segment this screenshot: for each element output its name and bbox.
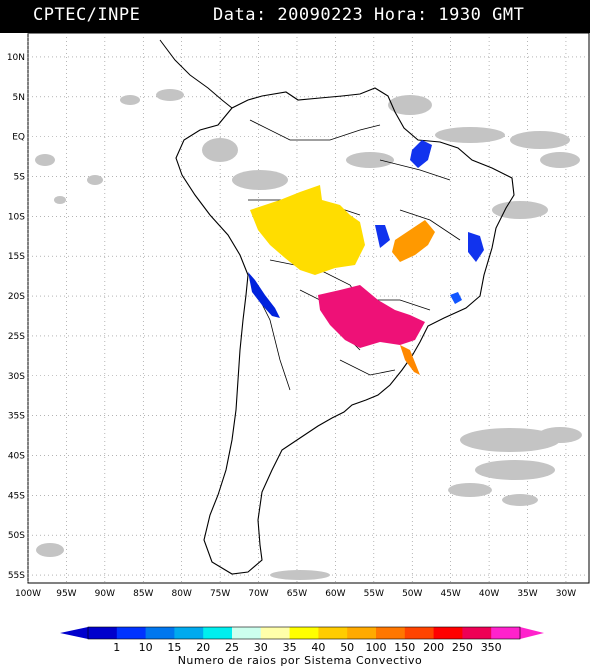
lon-tick-label: 95W: [56, 589, 76, 599]
colorbar-segment: [462, 627, 492, 639]
lon-tick-label: 100W: [15, 589, 41, 599]
colorbar-segment: [116, 627, 147, 639]
colorbar-segment: [318, 627, 348, 639]
lon-tick-label: 30W: [556, 589, 576, 599]
lon-tick-label: 70W: [248, 589, 268, 599]
lat-tick-label: 20S: [8, 292, 25, 302]
lon-tick-label: 75W: [210, 589, 230, 599]
source-label: CPTEC/INPE: [33, 5, 141, 25]
colorbar-labels: 1 10 15 20 25 30 35 40 50 100 150 200 250 350: [113, 641, 501, 654]
colorbar-tick-label: 10: [139, 641, 153, 654]
title-bar: CPTEC/INPE Data: 20090223 Hora: 1930 GMT: [0, 0, 590, 33]
lat-tick-label: 5N: [13, 93, 25, 103]
colorbar-segment: [433, 627, 463, 639]
lat-tick-label: 15S: [8, 252, 25, 262]
map-frame: [27, 32, 590, 584]
colorbar-tick-label: 100: [366, 641, 387, 654]
lat-tick-label: 35S: [8, 412, 25, 422]
lon-tick-label: 85W: [133, 589, 153, 599]
latitude-labels: 10N 5N EQ 5S 10S 15S 20S 25S 30S 35S 40S 45S 50S 55S: [7, 53, 25, 581]
colorbar-tick-label: 250: [452, 641, 473, 654]
lat-tick-label: 50S: [8, 531, 25, 541]
lat-tick-label: 10N: [7, 53, 25, 63]
central-america-outline: [159, 39, 233, 109]
colorbar-segment: [260, 627, 291, 639]
lat-tick-label: 10S: [8, 212, 25, 222]
colorbar-segment: [347, 627, 377, 639]
colorbar-segment: [232, 627, 262, 639]
lon-tick-label: 90W: [95, 589, 115, 599]
colorbar-segment: [289, 627, 319, 639]
colorbar-segment: [88, 627, 118, 639]
cloud-cover: [35, 89, 582, 580]
lon-tick-label: 40W: [479, 589, 499, 599]
colorbar-segment: [174, 627, 204, 639]
colorbar-segment: [491, 627, 521, 639]
lon-tick-label: 80W: [172, 589, 192, 599]
lat-tick-label: 40S: [8, 451, 25, 461]
colorbar-segment: [203, 627, 233, 639]
convective-clusters: [248, 140, 484, 375]
colorbar-tick-label: 30: [254, 641, 268, 654]
colorbar-segment: [145, 627, 175, 639]
lon-tick-label: 60W: [325, 589, 345, 599]
colorbar-tick-label: 150: [394, 641, 415, 654]
colorbar: [60, 626, 544, 640]
lon-tick-label: 45W: [440, 589, 460, 599]
colorbar-right-arrow: [520, 627, 544, 639]
colorbar-tick-label: 25: [225, 641, 239, 654]
colorbar-segment: [376, 627, 406, 639]
colorbar-tick-label: 350: [481, 641, 502, 654]
lat-tick-label: EQ: [12, 133, 25, 143]
lat-tick-label: 5S: [14, 172, 26, 182]
colorbar-segment: [404, 627, 435, 639]
colorbar-tick-label: 35: [283, 641, 297, 654]
lon-tick-label: 65W: [287, 589, 307, 599]
lat-tick-label: 45S: [8, 491, 25, 501]
colorbar-tick-label: 200: [423, 641, 444, 654]
colorbar-caption: Numero de raios por Sistema Convectivo: [177, 654, 423, 667]
lon-tick-label: 55W: [364, 589, 384, 599]
lon-tick-label: 50W: [402, 589, 422, 599]
lat-tick-label: 25S: [8, 332, 25, 342]
lon-tick-label: 35W: [517, 589, 537, 599]
lat-tick-label: 55S: [8, 571, 25, 581]
longitude-labels: 100W 95W 90W 85W 80W 75W 70W 65W 60W 55W 50W 45W 40W…: [15, 589, 576, 599]
colorbar-tick-label: 50: [340, 641, 354, 654]
lat-tick-label: 30S: [8, 372, 25, 382]
south-america-outline: [175, 87, 515, 575]
datetime-label: Data: 20090223 Hora: 1930 GMT: [213, 5, 525, 25]
colorbar-left-arrow: [60, 627, 88, 639]
colorbar-outline: [87, 626, 521, 640]
colorbar-tick-label: 15: [167, 641, 181, 654]
colorbar-tick-label: 40: [311, 641, 325, 654]
colorbar-tick-label: 20: [196, 641, 210, 654]
colorbar-tick-label: 1: [113, 641, 120, 654]
